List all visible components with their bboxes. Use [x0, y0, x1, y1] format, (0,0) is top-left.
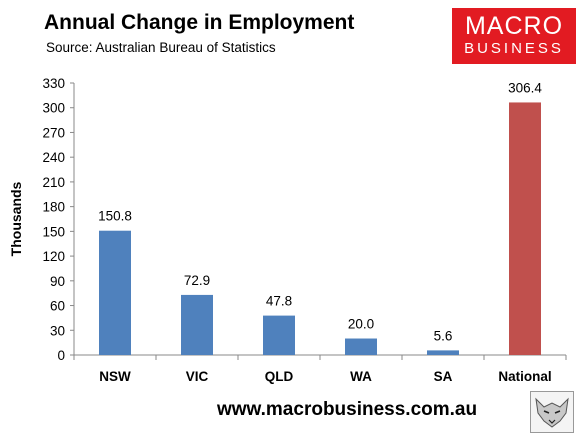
macrobusiness-logo: MACRO BUSINESS — [452, 8, 576, 64]
chart-subtitle: Source: Australian Bureau of Statistics — [46, 40, 276, 55]
wolf-icon — [530, 391, 574, 433]
y-tick-label: 90 — [50, 274, 65, 289]
y-tick-label: 240 — [42, 150, 65, 165]
data-label: 47.8 — [266, 294, 292, 309]
data-label: 150.8 — [98, 209, 132, 224]
data-label: 72.9 — [184, 273, 210, 288]
y-tick-label: 30 — [50, 323, 65, 338]
y-tick-label: 150 — [42, 224, 65, 239]
x-tick-label: National — [498, 369, 551, 384]
x-tick-label: WA — [350, 369, 372, 384]
y-tick-label: 210 — [42, 175, 65, 190]
x-tick-label: VIC — [186, 369, 209, 384]
y-tick-label: 300 — [42, 101, 65, 116]
logo-line-2: BUSINESS — [464, 40, 564, 57]
y-tick-label: 270 — [42, 125, 65, 140]
y-tick-label: 120 — [42, 249, 65, 264]
y-tick-label: 180 — [42, 200, 65, 215]
bar — [263, 315, 295, 355]
x-tick-label: NSW — [99, 369, 131, 384]
x-tick-label: SA — [434, 369, 453, 384]
y-tick-label: 60 — [50, 299, 65, 314]
y-axis-label: Thousands — [8, 181, 24, 256]
logo-line-1: MACRO — [464, 12, 564, 40]
y-tick-label: 0 — [57, 348, 65, 363]
bar — [181, 294, 213, 355]
bar — [345, 338, 377, 355]
x-tick-label: QLD — [265, 369, 294, 384]
footer-url: www.macrobusiness.com.au — [217, 399, 478, 420]
bar — [509, 102, 541, 355]
bar — [427, 350, 459, 355]
bar — [99, 230, 131, 355]
y-tick-label: 330 — [42, 76, 65, 91]
data-label: 306.4 — [508, 80, 542, 95]
chart-title: Annual Change in Employment — [44, 11, 355, 34]
data-label: 5.6 — [434, 328, 453, 343]
data-label: 20.0 — [348, 317, 374, 332]
